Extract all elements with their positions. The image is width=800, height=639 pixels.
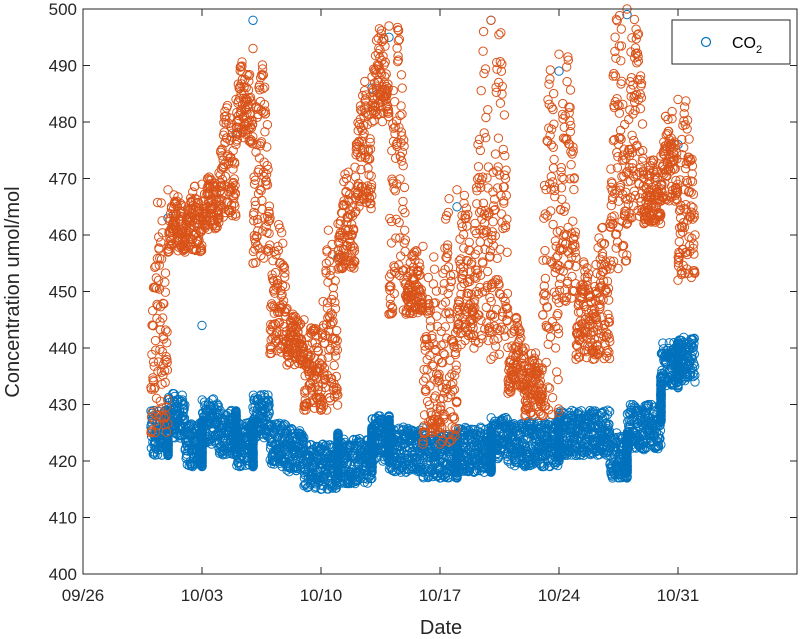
data-point [367, 461, 377, 471]
data-point [197, 450, 207, 460]
data-point [163, 441, 173, 452]
data-points [146, 4, 700, 494]
data-point [231, 406, 241, 416]
data-point [273, 433, 283, 443]
data-point [248, 450, 258, 461]
data-point [208, 394, 219, 404]
data-point [279, 419, 289, 429]
data-point [501, 413, 511, 423]
data-point [417, 450, 427, 461]
data-point [320, 441, 330, 451]
data-point [198, 428, 208, 439]
data-point [264, 397, 274, 407]
data-point [231, 416, 241, 427]
data-point [336, 437, 346, 448]
data-point [384, 411, 394, 421]
data-point [197, 454, 207, 464]
data-point [248, 438, 258, 448]
data-point [306, 440, 317, 450]
data-point [418, 473, 429, 483]
data-point [260, 414, 270, 424]
data-point [505, 450, 516, 460]
plot-background [83, 9, 797, 574]
data-point [467, 454, 477, 464]
data-point [318, 451, 328, 462]
data-point [163, 447, 173, 457]
data-point [297, 430, 307, 440]
data-point [248, 448, 258, 458]
data-point [263, 401, 273, 412]
data-point [509, 419, 519, 429]
series-1 [146, 9, 700, 494]
data-point [261, 397, 271, 407]
data-point [233, 418, 244, 428]
data-point [271, 419, 282, 429]
data-point [263, 390, 273, 400]
data-point [197, 457, 207, 467]
data-point [342, 458, 353, 468]
plot-area [83, 9, 797, 574]
data-point [557, 423, 567, 433]
data-point [264, 408, 274, 418]
data-point [236, 420, 246, 430]
data-point [197, 395, 207, 405]
data-point [271, 456, 282, 466]
data-point [180, 400, 190, 410]
data-point [384, 416, 394, 426]
data-point [248, 456, 258, 466]
data-point [179, 404, 189, 414]
data-point [285, 426, 295, 436]
data-point [163, 443, 173, 454]
data-point [402, 446, 412, 456]
data-point [364, 472, 375, 482]
data-point [369, 455, 379, 465]
